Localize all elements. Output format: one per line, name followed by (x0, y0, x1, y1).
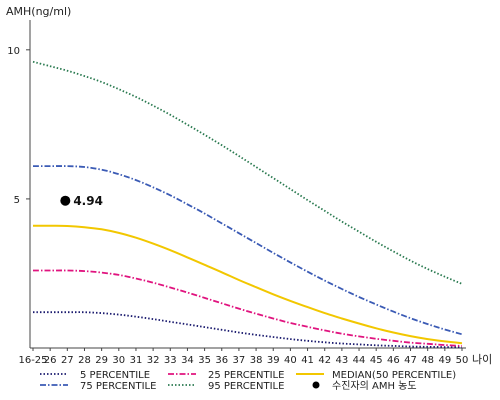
legend-label-patient: 수진자의 AMH 농도 (332, 380, 417, 392)
x-tick-label-42: 42 (318, 355, 331, 366)
legend-label-0: 5 PERCENTILE (80, 370, 150, 381)
x-tick-label-34: 34 (181, 355, 194, 366)
series-line-4 (32, 60, 463, 285)
legend: 5 PERCENTILE 25 PERCENTILE MEDIAN(50 PERCE… (40, 370, 456, 392)
x-tick-label-26: 26 (44, 355, 57, 366)
patient-marker-group: 4.94 (60, 194, 103, 208)
x-tick-label-28: 28 (78, 355, 91, 366)
series-line-3 (33, 165, 463, 336)
patient-marker (60, 195, 71, 206)
x-tick-label-30: 30 (112, 355, 125, 366)
series-line-1 (32, 269, 463, 347)
x-tick-label-39: 39 (267, 355, 280, 366)
x-tick-label-31: 31 (130, 355, 143, 366)
x-tick-label-45: 45 (370, 355, 383, 366)
x-tick-label-46: 46 (387, 355, 400, 366)
legend-label-4: 95 PERCENTILE (208, 381, 284, 392)
legend-swatch-patient (312, 381, 320, 389)
legend-label-2: MEDIAN(50 PERCENTILE) (332, 370, 456, 381)
x-axis-title: 나이 (472, 353, 492, 366)
x-tick-label-27: 27 (61, 355, 74, 366)
x-tick-label-50: 50 (456, 355, 469, 366)
x-tick-label-40: 40 (284, 355, 297, 366)
legend-label-1: 25 PERCENTILE (208, 370, 284, 381)
x-tick-label-36: 36 (215, 355, 228, 366)
x-tick-label-44: 44 (353, 355, 366, 366)
x-tick-label-35: 35 (198, 355, 211, 366)
y-axis-title: AMH(ng/ml) (6, 5, 71, 18)
legend-label-3: 75 PERCENTILE (80, 381, 156, 392)
x-tick-label-49: 49 (438, 355, 451, 366)
patient-value-label: 4.94 (73, 194, 103, 208)
x-tick-label-43: 43 (336, 355, 349, 366)
x-tick-label-16-25: 16-25 (18, 355, 47, 366)
x-tick-label-29: 29 (95, 355, 108, 366)
x-tick-label-47: 47 (404, 355, 417, 366)
x-tick-label-38: 38 (250, 355, 263, 366)
series-line-0 (33, 311, 463, 349)
x-tick-label-48: 48 (421, 355, 434, 366)
y-tick-label-5: 5 (14, 195, 20, 206)
series-line-2 (33, 224, 463, 345)
series-lines (32, 60, 463, 349)
x-tick-label-33: 33 (164, 355, 177, 366)
x-tick-label-41: 41 (301, 355, 314, 366)
x-tick-label-37: 37 (233, 355, 246, 366)
x-tick-label-32: 32 (147, 355, 160, 366)
y-tick-label-10: 10 (7, 46, 20, 57)
